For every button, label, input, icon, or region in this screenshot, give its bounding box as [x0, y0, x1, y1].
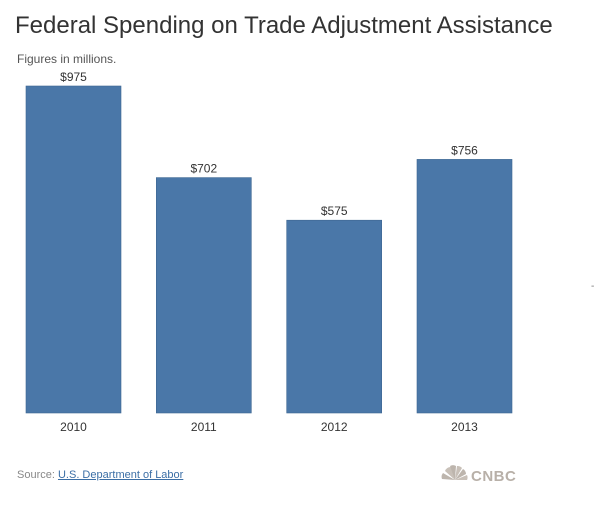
- bar-2010: [25, 85, 122, 414]
- nbc-peacock-icon: [441, 465, 468, 480]
- x-tick-label-2012: 2012: [321, 420, 348, 434]
- source-prefix: Source:: [17, 469, 55, 481]
- chart-title: Federal Spending on Trade Adjustment Ass…: [15, 12, 553, 39]
- bar-2012: [286, 219, 383, 414]
- value-label-2010: $975: [60, 70, 87, 84]
- cnbc-logo: CNBC: [441, 465, 516, 485]
- stray-mark: -: [591, 281, 595, 292]
- value-label-2012: $575: [321, 204, 348, 218]
- value-label-2013: $756: [451, 143, 478, 157]
- x-tick-label-2010: 2010: [60, 420, 87, 434]
- source-link[interactable]: U.S. Department of Labor: [57, 469, 184, 481]
- bar-2013: [416, 159, 513, 414]
- value-label-2011: $702: [190, 162, 217, 176]
- chart-subtitle: Figures in millions.: [17, 52, 117, 66]
- logo-text: CNBC: [471, 468, 516, 485]
- x-tick-label-2013: 2013: [451, 420, 478, 434]
- source-note: Source: U.S. Department of Labor: [17, 469, 183, 481]
- bar-2011: [156, 177, 252, 414]
- x-tick-label-2011: 2011: [191, 420, 217, 434]
